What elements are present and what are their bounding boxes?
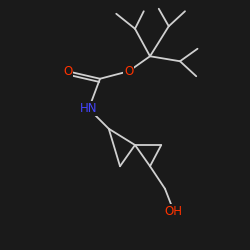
- Text: OH: OH: [165, 205, 183, 218]
- Text: O: O: [63, 65, 72, 78]
- Text: HN: HN: [80, 102, 98, 115]
- Text: O: O: [124, 65, 134, 78]
